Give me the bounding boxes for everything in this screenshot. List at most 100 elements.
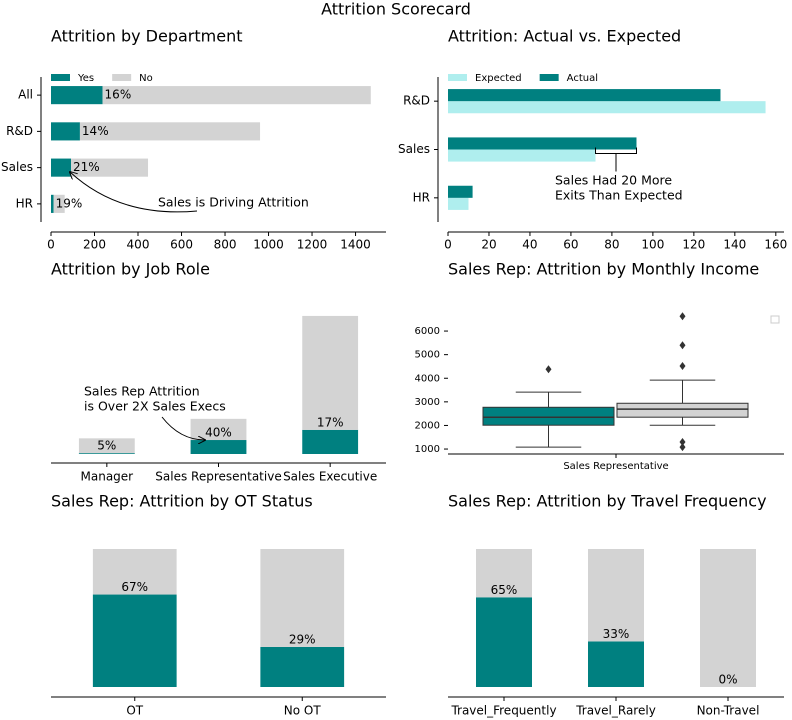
y-tick-label: R&D [6,124,33,138]
x-tick-label: Sales Representative [563,461,668,472]
x-tick-label: 400 [127,238,150,252]
bar [190,440,247,454]
bar [588,641,644,687]
x-tick-label: Travel_Frequently [450,704,556,718]
y-tick-label: HR [413,190,430,204]
y-tick-label: 2000 [415,420,440,431]
bar [51,122,80,141]
value-label: 33% [603,627,630,641]
x-tick-label: Non-Travel [697,704,760,718]
bar [51,86,103,105]
bar-label: 5% [97,439,116,453]
bar-label: 40% [205,426,232,440]
bar [190,418,247,441]
annotation: Sales Rep Attrition [84,384,200,399]
x-tick-label: 1400 [340,238,371,252]
x-tick-label: 120 [682,238,705,252]
bar-label: 21% [73,160,100,174]
legend-box [770,315,780,324]
bar-label: 19% [56,196,83,210]
flier [679,312,686,321]
bar [700,549,756,687]
bar [92,594,177,687]
bar [448,89,721,102]
x-tick-label: Manager [81,470,134,484]
x-tick-label: 1000 [253,238,284,252]
bar [302,429,359,454]
annotation: Sales is Driving Attrition [158,195,309,210]
annotation-arrow [70,172,198,213]
x-tick-label: 800 [214,238,237,252]
y-tick-label: 6000 [415,326,440,337]
bar [588,549,644,642]
y-tick-label: HR [16,196,33,210]
bar [302,315,359,430]
bar [92,549,177,595]
bar [476,549,532,598]
x-tick-label: 100 [641,238,664,252]
bar [78,438,135,454]
bar [71,158,149,177]
annotation-bracket [595,147,637,172]
bar-label: 16% [105,88,132,102]
bar [78,453,135,454]
chart-title: Attrition: Actual vs. Expected [448,27,681,46]
x-tick-label: 0 [444,238,452,252]
annotation: is Over 2X Sales Execs [84,399,226,414]
annotation: Exits Than Expected [555,188,683,203]
bar-label: 17% [317,415,344,429]
y-tick-label: All [18,88,33,102]
bar [448,197,469,210]
y-tick-label: Sales [1,160,33,174]
y-tick-label: 3000 [415,397,440,408]
x-tick-label: 80 [604,238,619,252]
bar [260,549,345,647]
x-tick-label: No OT [284,704,322,718]
bar [476,597,532,687]
flier [679,341,686,350]
y-tick-label: R&D [403,94,430,108]
bar [448,101,766,114]
legend-swatch [448,74,467,81]
legend-label: Expected [475,73,522,84]
bar [51,194,54,213]
box [616,402,749,418]
x-tick-label: 160 [764,238,787,252]
x-tick-label: OT [126,704,143,718]
legend-swatch [51,74,70,81]
x-tick-label: 20 [481,238,496,252]
bar [448,137,637,150]
value-label: 29% [289,632,316,646]
bar [102,86,371,105]
chart-title: Attrition by Job Role [51,260,210,279]
x-tick-label: 600 [170,238,193,252]
chart-title: Attrition by Department [51,27,243,46]
value-label: 67% [121,580,148,594]
x-tick-label: 60 [563,238,578,252]
flier [679,361,686,370]
bar [448,185,473,198]
x-tick-label: Travel_Rarely [575,704,656,718]
box [482,406,615,426]
chart-title: Sales Rep: Attrition by Monthly Income [448,260,759,279]
legend-label: Yes [77,73,94,84]
flier [679,443,686,452]
chart-title: Sales Rep: Attrition by OT Status [51,492,313,511]
legend-swatch [112,74,132,81]
y-tick-label: 4000 [415,373,440,384]
flier [545,365,552,374]
bar-label: 14% [82,124,109,138]
legend-label: No [139,73,153,84]
bar [448,149,596,162]
y-tick-label: 1000 [415,444,440,455]
flier [679,437,686,446]
x-tick-label: 0 [47,238,55,252]
bar [53,194,65,213]
figure-title: Attrition Scorecard [321,0,471,19]
annotation-arrow [161,416,205,440]
y-tick-label: Sales [398,142,430,156]
chart-title: Sales Rep: Attrition by Travel Frequency [448,492,767,511]
value-label: 0% [718,673,737,687]
x-tick-label: Sales Representative [155,470,281,484]
